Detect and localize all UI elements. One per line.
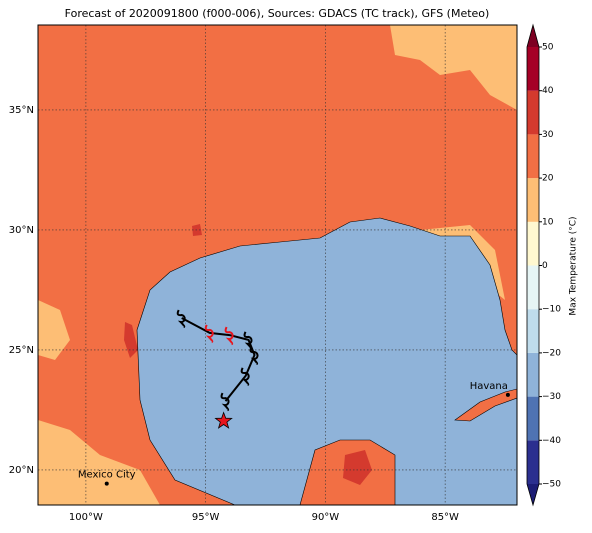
map bbox=[38, 25, 517, 505]
colorbar-tick-label: 50 bbox=[542, 43, 554, 53]
y-tick-label: 35°N bbox=[9, 105, 34, 116]
track-line bbox=[181, 317, 256, 402]
colorbar-tick-label: 10 bbox=[542, 217, 554, 227]
warm-area bbox=[390, 25, 517, 110]
hot-area bbox=[343, 450, 372, 485]
colorbar-under bbox=[527, 484, 539, 505]
x-tick-label: 90°W bbox=[312, 512, 340, 523]
x-tick-label: 100°W bbox=[69, 512, 103, 523]
colorbar-tick-label: −40 bbox=[542, 436, 561, 446]
storm-symbol bbox=[204, 324, 214, 343]
storm-symbol bbox=[176, 309, 186, 329]
warm-area bbox=[38, 420, 160, 505]
y-tick-label: 25°N bbox=[9, 345, 34, 356]
chart-title: Forecast of 2020091800 (f000-006), Sourc… bbox=[65, 7, 490, 20]
cuba bbox=[454, 388, 517, 422]
colorbar-tick-label: 40 bbox=[542, 86, 554, 96]
colorbar-tick-label: 30 bbox=[542, 130, 554, 140]
colorbar-bin bbox=[527, 221, 539, 266]
y-tick-label: 20°N bbox=[9, 465, 34, 476]
storm-symbol bbox=[224, 326, 234, 346]
ocean bbox=[136, 217, 517, 505]
hot-area bbox=[124, 322, 138, 358]
storm-symbol bbox=[249, 346, 259, 365]
colorbar-bin bbox=[527, 309, 539, 353]
storm-symbol bbox=[240, 367, 250, 386]
colorbar-tick-label: −30 bbox=[542, 392, 561, 402]
colorbar: −50 −40 −30 −20 −10 0 10 20 30 40 50 Max Temperatur… bbox=[526, 23, 579, 507]
colorbar-tick-label: −20 bbox=[542, 348, 561, 358]
colorbar-tick-label: 0 bbox=[542, 261, 548, 271]
map-frame bbox=[37, 24, 518, 506]
colorbar-tick-label: −50 bbox=[542, 480, 561, 490]
current-position bbox=[214, 411, 233, 429]
city-label: Havana bbox=[470, 381, 508, 392]
colorbar-tick-label: −10 bbox=[542, 305, 561, 315]
colorbar-tick-label: 20 bbox=[542, 174, 554, 184]
colorbar-bin bbox=[527, 352, 539, 397]
colorbar-bin bbox=[527, 134, 539, 179]
city-label: Mexico City bbox=[78, 470, 136, 481]
colorbar-bin bbox=[527, 178, 539, 222]
x-tick-label: 85°W bbox=[431, 512, 459, 523]
colorbar-bin bbox=[527, 396, 539, 441]
x-tick-label: 95°W bbox=[192, 512, 220, 523]
warm-area bbox=[38, 300, 70, 360]
colorbar-bin bbox=[527, 440, 539, 484]
colorbar-over bbox=[527, 25, 539, 47]
colorbar-bin bbox=[527, 47, 539, 91]
colorbar-bin bbox=[527, 90, 539, 135]
y-tick-label: 30°N bbox=[9, 225, 34, 236]
storm-symbol bbox=[220, 392, 230, 412]
city-marker bbox=[104, 481, 109, 486]
colorbar-label: Max Temperature (°C) bbox=[569, 216, 579, 315]
colorbar-bin bbox=[527, 265, 539, 310]
city-marker bbox=[505, 392, 510, 397]
